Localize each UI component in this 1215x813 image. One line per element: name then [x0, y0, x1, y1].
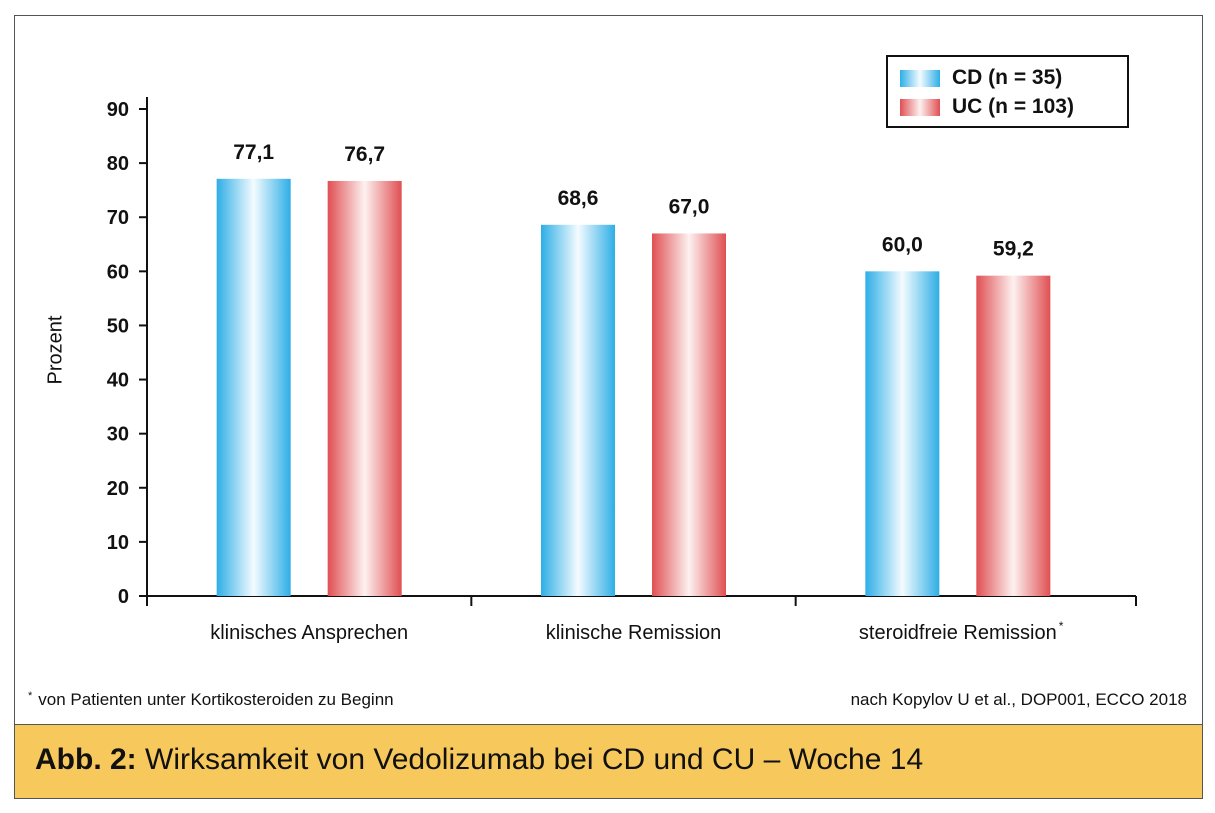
footnote-marker: * — [28, 690, 33, 702]
legend-item-uc: UC (n = 103) — [900, 95, 1074, 119]
y-tick-label: 20 — [107, 478, 129, 500]
y-tick-label: 30 — [107, 424, 129, 446]
y-tick-label: 0 — [118, 586, 129, 608]
category-label: steroidfreie Remission — [859, 622, 1057, 644]
bar-cd-0 — [216, 178, 291, 596]
legend-label-cd: CD (n = 35) — [952, 66, 1063, 89]
y-axis-label: Prozent — [44, 315, 67, 385]
category-superscript: * — [1059, 619, 1064, 633]
bar-uc-1 — [652, 233, 726, 596]
legend-swatch-cd — [900, 69, 940, 87]
source-citation: nach Kopylov U et al., DOP001, ECCO 2018 — [850, 690, 1187, 709]
bar-cd-1 — [541, 224, 615, 596]
figure-caption: Abb. 2: Wirksamkeit von Vedolizumab bei … — [35, 743, 923, 777]
legend-label-uc: UC (n = 103) — [952, 95, 1074, 118]
caption-text: Wirksamkeit von Vedolizumab bei CD und C… — [136, 743, 924, 776]
footnote: * von Patienten unter Kortikosteroiden zu… — [28, 690, 394, 710]
caption-bar: Abb. 2: Wirksamkeit von Vedolizumab bei … — [14, 724, 1203, 799]
y-tick-label: 80 — [107, 153, 129, 175]
legend: CD (n = 35) UC (n = 103) — [886, 55, 1129, 128]
footnote-text: von Patienten unter Kortikosteroiden zu … — [38, 690, 394, 709]
caption-label: Abb. 2: — [35, 743, 137, 776]
category-label: klinische Remission — [546, 622, 722, 644]
y-tick-label: 90 — [107, 99, 129, 121]
y-tick-label: 60 — [107, 261, 129, 283]
legend-swatch-uc — [900, 98, 940, 116]
y-tick-label: 40 — [107, 370, 129, 392]
bar-cd-2 — [865, 271, 940, 596]
legend-item-cd: CD (n = 35) — [900, 66, 1062, 90]
data-label: 77,1 — [233, 141, 274, 164]
y-tick-label: 70 — [107, 207, 129, 229]
data-label: 76,7 — [344, 143, 385, 166]
data-label: 68,6 — [558, 187, 599, 210]
data-label: 67,0 — [669, 195, 710, 218]
y-tick-label: 50 — [107, 315, 129, 337]
y-tick-label: 10 — [107, 532, 129, 554]
data-label: 59,2 — [993, 238, 1034, 261]
data-label: 60,0 — [882, 233, 923, 256]
bar-uc-0 — [327, 180, 402, 596]
category-label: klinisches Ansprechen — [210, 622, 408, 644]
bar-uc-2 — [976, 275, 1051, 596]
